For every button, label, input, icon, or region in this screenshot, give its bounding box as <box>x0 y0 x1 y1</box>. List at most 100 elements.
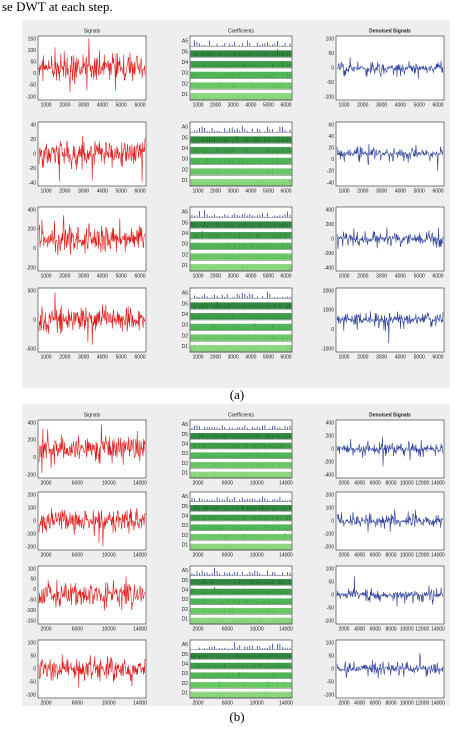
level-label: A5 <box>182 568 188 574</box>
y-tick-label: -200 <box>26 544 36 550</box>
x-tick-label: 14000 <box>133 480 147 486</box>
y-tick-label: 100 <box>326 566 335 572</box>
coefficient-spikes <box>191 434 291 439</box>
x-tick-label: 2000 <box>210 354 221 360</box>
x-tick-label: 4000 <box>97 102 108 108</box>
level-label: D2 <box>182 461 189 467</box>
coefficient-band <box>190 334 292 341</box>
x-tick-label: 6000 <box>72 480 83 486</box>
y-tick-label: -100 <box>324 618 334 624</box>
x-tick-label: 6000 <box>280 102 291 108</box>
level-label: A5 <box>182 39 188 45</box>
x-tick-label: 14000 <box>133 552 147 558</box>
x-tick-label: 5000 <box>263 102 274 108</box>
x-tick-label: 6000 <box>280 273 291 279</box>
x-tick-label: 1000 <box>338 188 349 194</box>
x-tick-label: 1000 <box>40 102 51 108</box>
x-tick-label: 4000 <box>245 354 256 360</box>
x-tick-label: 4000 <box>395 273 406 279</box>
y-tick-label: -50 <box>327 679 334 685</box>
header-text: se DWT at each step. <box>2 0 113 14</box>
x-tick-label: 4000 <box>245 102 256 108</box>
x-tick-label: 10000 <box>250 700 264 706</box>
coefficient-spikes <box>191 323 291 331</box>
level-label: D1 <box>182 542 189 548</box>
x-tick-label: 12000 <box>415 626 429 632</box>
level-label: D2 <box>182 252 189 258</box>
coefficient-spikes <box>191 243 291 250</box>
level-label: D5 <box>182 652 189 658</box>
coefficient-spikes <box>196 642 291 650</box>
coefficient-band <box>190 242 292 250</box>
level-label: D4 <box>182 661 189 667</box>
coefficient-spikes <box>191 230 291 239</box>
coefficient-band <box>190 168 292 175</box>
coefficient-spikes <box>191 587 291 595</box>
x-tick-label: 2000 <box>40 700 51 706</box>
x-tick-label: 4000 <box>245 188 256 194</box>
coefficient-spikes <box>191 598 291 605</box>
x-tick-label: 8000 <box>385 480 396 486</box>
plot-area <box>37 639 147 699</box>
x-tick-label: 1000 <box>192 273 203 279</box>
x-tick-label: 3000 <box>228 273 239 279</box>
coefficient-spikes <box>191 532 291 540</box>
x-tick-label: 6000 <box>280 354 291 360</box>
level-label: A5 <box>182 422 188 428</box>
level-label: D2 <box>182 681 189 687</box>
column-title: Signals <box>84 28 101 34</box>
coefficient-spikes <box>191 463 291 468</box>
y-tick-label: 100 <box>326 36 335 42</box>
y-tick-label: 0 <box>331 157 334 163</box>
x-tick-label: 6000 <box>134 273 145 279</box>
y-tick-label: -200 <box>324 544 334 550</box>
x-tick-label: 5000 <box>414 273 425 279</box>
x-tick-label: 2000 <box>59 273 70 279</box>
y-tick-label: -20 <box>327 169 334 175</box>
coefficient-band <box>190 179 292 186</box>
y-tick-label: 40 <box>328 134 334 140</box>
figure-label: (b) <box>229 709 244 724</box>
x-tick-label: 6000 <box>222 552 233 558</box>
coefficient-band <box>190 495 292 502</box>
level-label: D4 <box>182 513 189 519</box>
y-tick-label: -200 <box>324 251 334 257</box>
level-label: D2 <box>182 81 189 87</box>
x-tick-label: 5000 <box>116 188 127 194</box>
coefficient-spikes <box>191 663 291 669</box>
coefficient-band <box>190 136 292 143</box>
y-tick-label: 0 <box>331 65 334 71</box>
x-tick-label: 14000 <box>279 700 293 706</box>
level-label: D3 <box>182 451 189 457</box>
coefficient-spikes <box>191 82 291 89</box>
x-tick-label: 5000 <box>414 188 425 194</box>
y-tick-label: 0 <box>331 592 334 598</box>
x-tick-label: 2000 <box>338 626 349 632</box>
x-tick-label: 10000 <box>400 552 414 558</box>
coefficient-spikes <box>191 72 291 79</box>
x-tick-label: 10000 <box>400 626 414 632</box>
x-tick-label: 6000 <box>134 102 145 108</box>
x-tick-label: 5000 <box>414 354 425 360</box>
x-tick-label: 10000 <box>102 700 116 706</box>
x-tick-label: 8000 <box>385 552 396 558</box>
x-tick-label: 4000 <box>354 626 365 632</box>
y-tick-label: -400 <box>324 472 334 478</box>
column-title: Coefficients <box>228 28 255 34</box>
coefficient-band <box>190 39 292 47</box>
x-tick-label: 8000 <box>385 700 396 706</box>
y-tick-label: 0 <box>33 246 36 252</box>
y-tick-label: 100 <box>326 505 335 511</box>
x-tick-label: 6000 <box>432 273 443 279</box>
x-tick-label: 14000 <box>431 480 445 486</box>
x-tick-label: 6000 <box>370 552 381 558</box>
x-tick-label: 3000 <box>78 188 89 194</box>
x-tick-label: 4000 <box>395 188 406 194</box>
coefficient-band <box>190 617 292 624</box>
denoised-waveform <box>336 653 444 679</box>
coefficient-spikes <box>191 471 291 478</box>
coefficient-band <box>190 534 292 540</box>
coefficient-band <box>190 543 292 550</box>
coefficient-spikes <box>191 125 291 133</box>
level-label: D5 <box>182 301 189 307</box>
